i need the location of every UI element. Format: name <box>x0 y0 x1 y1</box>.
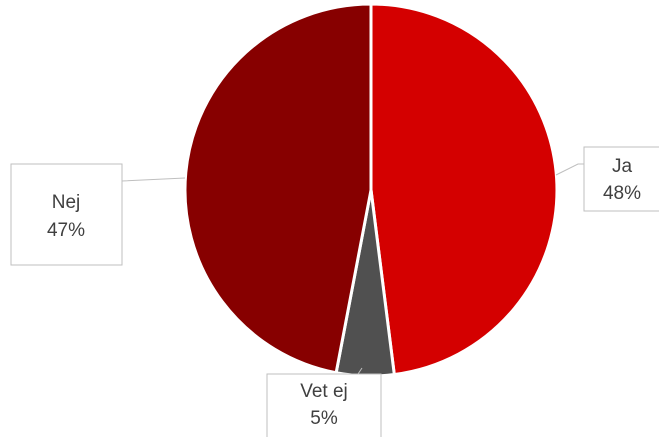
leader-line-vet-ej <box>357 367 363 375</box>
pie-slice-nej <box>183 2 373 375</box>
pie-slice-ja <box>369 2 559 377</box>
slice-label-vet-ej: Vet ej <box>300 381 348 402</box>
callout-ja: Ja 48% <box>555 146 659 212</box>
leader-line-nej <box>121 164 186 182</box>
pie-slices <box>183 2 559 378</box>
callout-vet-ej: Vet ej 5% <box>266 367 382 437</box>
slice-value-nej: 47% <box>47 220 85 241</box>
callout-box-nej <box>10 163 123 266</box>
slice-value-vet-ej: 5% <box>310 408 338 429</box>
slice-label-ja: Ja <box>612 156 633 177</box>
callout-box-vet-ej <box>266 373 382 437</box>
callout-nej: Nej 47% <box>10 163 186 266</box>
callout-box-ja <box>583 146 659 212</box>
slice-value-ja: 48% <box>603 183 641 204</box>
leader-line-ja <box>555 147 585 176</box>
slice-label-nej: Nej <box>52 192 81 213</box>
